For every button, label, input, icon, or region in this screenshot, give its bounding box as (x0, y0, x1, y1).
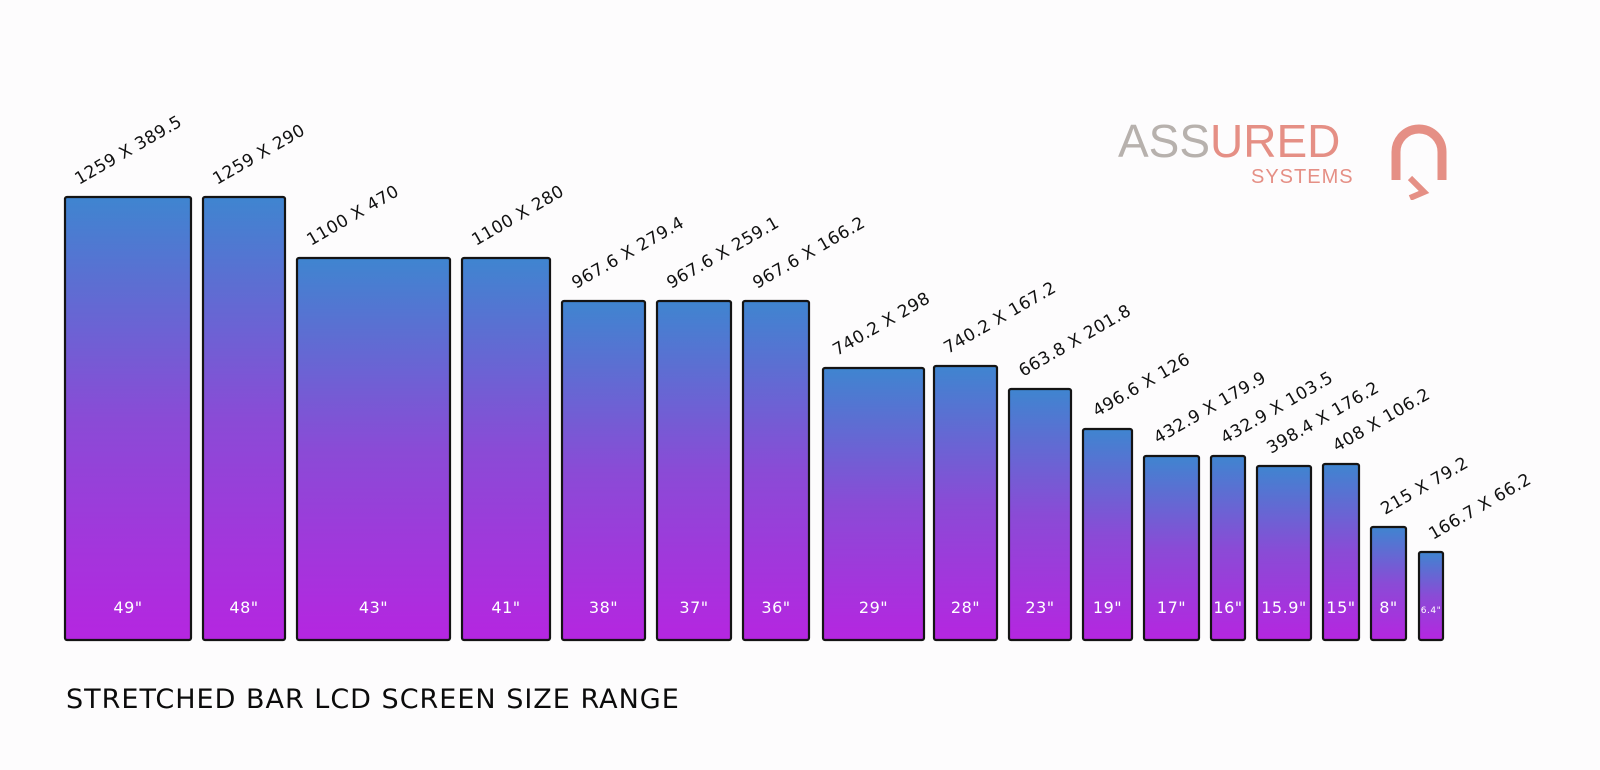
bar-size-label-9: 23" (1025, 598, 1054, 617)
bar-size-label-2: 43" (359, 598, 388, 617)
bar-size-label-8: 28" (951, 598, 980, 617)
bar-15 (1369, 525, 1408, 642)
bar-dimension-label-8: 740.2 X 167.2 (941, 278, 1060, 358)
bar-size-label-4: 38" (589, 598, 618, 617)
bar-dimension-label-9: 663.8 X 201.8 (1016, 301, 1135, 381)
bar-size-label-0: 49" (113, 598, 142, 617)
bar-size-label-5: 37" (679, 598, 708, 617)
logo-subtitle: SYSTEMS (1251, 166, 1354, 188)
bar-dimension-label-7: 740.2 X 298 (830, 288, 934, 360)
bar-12 (1209, 454, 1247, 642)
bar-size-label-1: 48" (229, 598, 258, 617)
assured-systems-logo: ASSURED SYSTEMS (1118, 118, 1478, 228)
bar-2 (295, 256, 452, 642)
bar-13 (1255, 464, 1313, 642)
bar-dimension-label-0: 1259 X 389.5 (72, 112, 186, 190)
logo-arrow-icon (1391, 124, 1447, 200)
bar-4 (560, 299, 647, 642)
bar-size-label-10: 19" (1093, 598, 1122, 617)
bar-size-label-14: 15" (1326, 598, 1355, 617)
bar-size-label-16: 6.4" (1421, 606, 1441, 616)
bar-6 (741, 299, 811, 642)
bar-dimension-label-2: 1100 X 470 (304, 181, 403, 250)
bar-16 (1417, 550, 1445, 642)
bar-size-label-3: 41" (491, 598, 520, 617)
bar-size-label-6: 36" (761, 598, 790, 617)
bar-dimension-label-3: 1100 X 280 (469, 181, 568, 250)
bar-3 (460, 256, 552, 642)
logo-wordmark: ASSURED (1118, 118, 1340, 164)
logo-word-part2: URED (1210, 115, 1341, 167)
bar-8 (932, 364, 999, 642)
bar-size-label-15: 8" (1379, 598, 1398, 617)
bar-dimension-label-1: 1259 X 290 (210, 120, 309, 189)
bar-size-label-7: 29" (859, 598, 888, 617)
bar-5 (655, 299, 733, 642)
chart-title: STRETCHED BAR LCD SCREEN SIZE RANGE (66, 684, 680, 715)
logo-word-part1: ASS (1118, 115, 1211, 167)
bar-0 (63, 195, 193, 642)
bar-11 (1142, 454, 1201, 642)
bar-dimension-label-10: 496.6 X 126 (1090, 349, 1194, 421)
bar-size-label-11: 17" (1157, 598, 1186, 617)
bar-7 (821, 366, 926, 642)
bar-9 (1007, 387, 1073, 642)
bar-14 (1321, 462, 1361, 642)
bar-1 (201, 195, 287, 642)
bar-size-label-12: 16" (1213, 598, 1242, 617)
bar-10 (1081, 427, 1134, 642)
bar-size-label-13: 15.9" (1261, 598, 1306, 617)
